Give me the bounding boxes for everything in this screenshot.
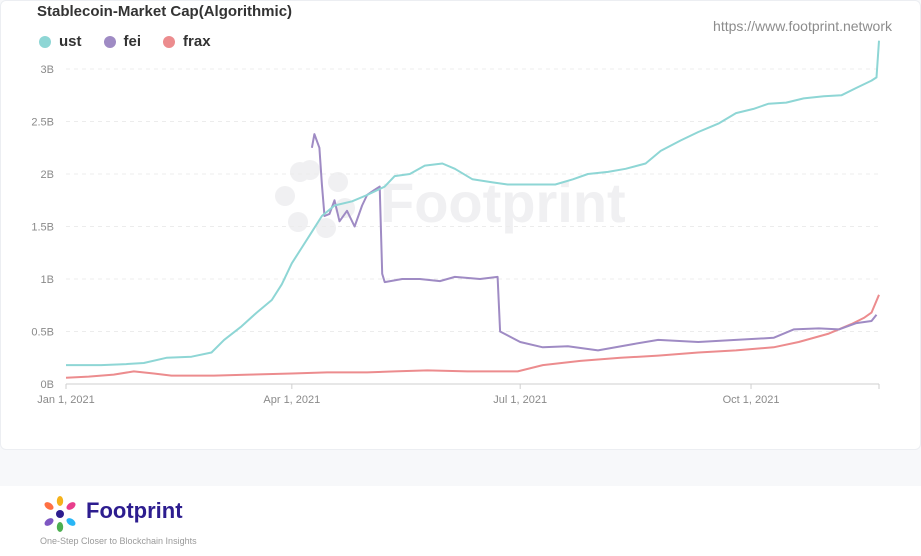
source-url[interactable]: https://www.footprint.network bbox=[713, 18, 892, 34]
y-tick-label: 1B bbox=[41, 274, 54, 286]
chart-title: Stablecoin-Market Cap(Algorithmic) bbox=[37, 3, 293, 20]
y-tick-label: 2B bbox=[41, 169, 54, 181]
brand-name[interactable]: Footprint bbox=[86, 498, 183, 523]
series-line-ust bbox=[66, 40, 880, 367]
footprint-logo-icon bbox=[44, 496, 76, 532]
line-chart-plot: Footprint 0B 0.5B 1B 1.5B 2B 2.5B 3B Jan 1, 2021… bbox=[31, 40, 880, 406]
brand-tagline: One-Step Closer to Blockchain Insights bbox=[40, 536, 197, 546]
legend-item-frax[interactable]: frax bbox=[163, 33, 211, 50]
watermark-logo-icon bbox=[275, 160, 355, 238]
y-tick-label: 0.5B bbox=[31, 327, 54, 339]
y-tick-label: 1.5B bbox=[31, 222, 54, 234]
x-tick-label: Jul 1, 2021 bbox=[493, 394, 547, 406]
y-tick-label: 0B bbox=[41, 379, 54, 391]
legend: ust fei frax bbox=[39, 33, 211, 50]
legend-label-frax: frax bbox=[183, 33, 211, 50]
y-tick-label: 3B bbox=[41, 64, 54, 76]
legend-label-fei: fei bbox=[123, 33, 142, 50]
legend-item-ust[interactable]: ust bbox=[39, 33, 82, 50]
footer: Footprint One-Step Closer to Blockchain … bbox=[0, 486, 921, 556]
legend-dot-fei bbox=[103, 35, 116, 48]
y-tick-label: 2.5B bbox=[31, 117, 54, 129]
chart-card: Stablecoin-Market Cap(Algorithmic) https… bbox=[0, 0, 921, 450]
legend-dot-frax bbox=[163, 35, 176, 48]
series-line-frax bbox=[65, 294, 880, 379]
series-line-fei bbox=[310, 133, 878, 352]
legend-label-ust: ust bbox=[59, 33, 82, 50]
x-tick-label: Jan 1, 2021 bbox=[37, 394, 95, 406]
legend-item-fei[interactable]: fei bbox=[103, 33, 142, 50]
x-tick-label: Oct 1, 2021 bbox=[723, 394, 780, 406]
x-tick-label: Apr 1, 2021 bbox=[263, 394, 320, 406]
watermark-text: Footprint bbox=[380, 171, 626, 234]
legend-dot-ust bbox=[39, 35, 51, 48]
